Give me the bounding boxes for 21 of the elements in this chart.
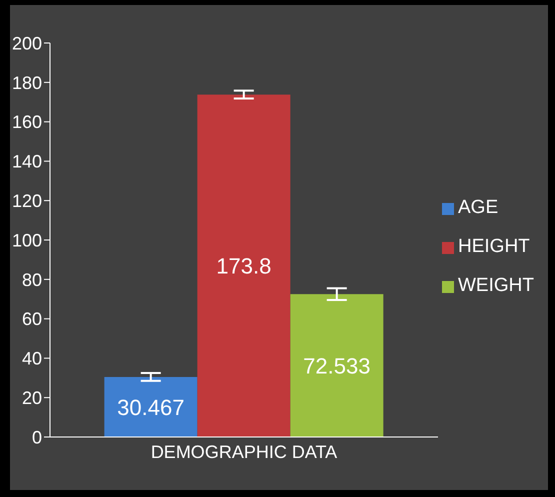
legend-label: HEIGHT [458,236,530,257]
y-tick-label: 60 [22,309,42,330]
x-tick-label: DEMOGRAPHIC DATA [150,442,338,462]
bar [290,294,384,437]
legend-label: WEIGHT [458,275,534,296]
y-tick-label: 180 [12,72,42,93]
y-tick-label: 80 [22,270,42,290]
y-tick-label: 120 [12,190,42,211]
y-tick-label: 160 [12,112,42,132]
y-tick-label: 20 [22,388,42,408]
y-tick-label: 0 [32,427,42,448]
y-tick-label: 40 [22,348,42,369]
y-tick-label: 200 [12,33,42,54]
y-tick-label: 100 [12,230,42,250]
y-tick-label: 140 [12,152,42,172]
bar [197,94,290,437]
bar [104,376,198,437]
data-label: 173.8 [216,254,272,279]
data-label: 72.533 [303,353,370,378]
data-label: 30.467 [117,394,184,420]
legend-label: AGE [458,197,498,218]
